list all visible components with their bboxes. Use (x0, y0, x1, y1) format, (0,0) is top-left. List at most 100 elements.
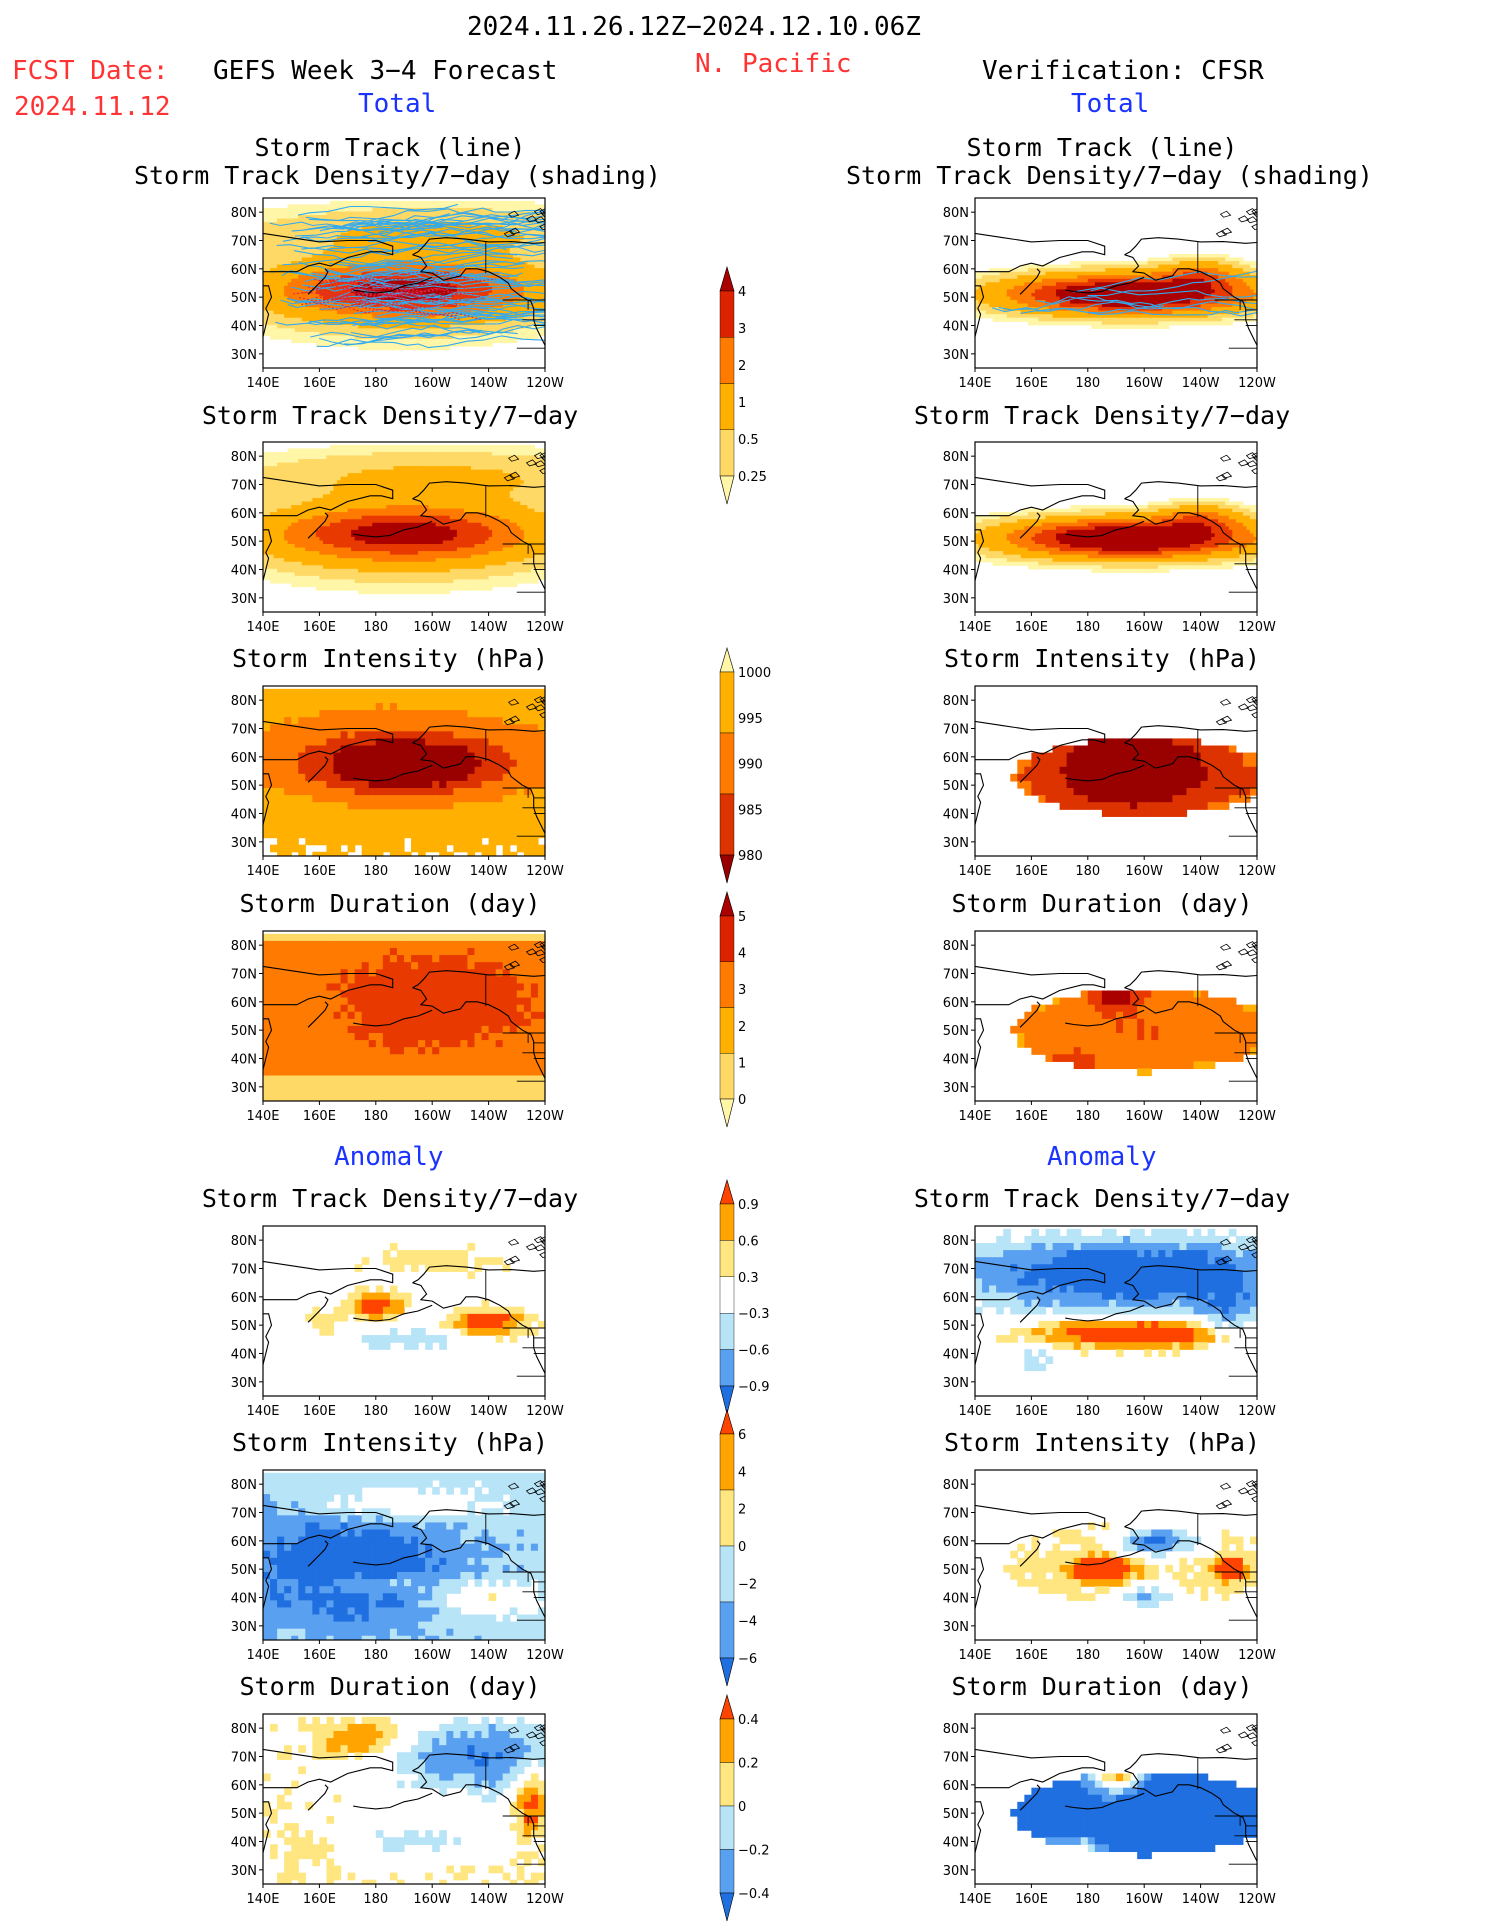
colorbar-tick-label: 0.5 (738, 433, 759, 448)
lat-tick-label: 50N (231, 1563, 257, 1578)
colorbar-tick-label: 2 (738, 1020, 746, 1035)
lat-tick-label: 80N (231, 1478, 257, 1493)
lat-tick-label: 40N (943, 808, 969, 823)
lat-tick-label: 30N (231, 1376, 257, 1391)
lon-tick-label: 140W (470, 1892, 508, 1907)
lat-tick-label: 70N (943, 235, 969, 250)
total-label-right: Total (1071, 91, 1149, 117)
lon-tick-label: 180 (1075, 1892, 1100, 1907)
colorbar-tick-label: 3 (738, 322, 746, 337)
lat-tick-label: 70N (231, 968, 257, 983)
lon-tick-label: 160W (1125, 1109, 1163, 1124)
anomaly-label-left: Anomaly (334, 1144, 444, 1170)
lat-tick-label: 30N (231, 592, 257, 607)
lon-tick-label: 140W (470, 1404, 508, 1419)
lat-tick-label: 60N (943, 507, 969, 522)
lon-tick-label: 140W (1182, 376, 1220, 391)
lat-tick-label: 60N (231, 263, 257, 278)
lat-tick-label: 60N (231, 1779, 257, 1794)
colorbar-tick-label: 4 (738, 947, 746, 962)
lon-tick-label: 120W (526, 620, 564, 635)
lat-tick-label: 30N (943, 1081, 969, 1096)
lon-tick-label: 160W (413, 864, 451, 879)
lon-tick-label: 140W (470, 376, 508, 391)
lat-tick-label: 80N (231, 450, 257, 465)
lat-tick-label: 70N (943, 1507, 969, 1522)
lon-tick-label: 160W (1125, 1404, 1163, 1419)
lat-tick-label: 80N (943, 1478, 969, 1493)
colorbar-tick-label: 4 (738, 285, 746, 300)
lon-tick-label: 160E (1015, 864, 1048, 879)
lat-tick-label: 40N (943, 1348, 969, 1363)
lon-tick-label: 120W (526, 376, 564, 391)
lat-tick-label: 30N (943, 592, 969, 607)
lon-tick-label: 120W (1238, 1109, 1276, 1124)
lat-tick-label: 40N (943, 1836, 969, 1851)
lon-tick-label: 140E (958, 376, 991, 391)
lon-tick-label: 140W (1182, 620, 1220, 635)
lat-tick-label: 80N (231, 939, 257, 954)
lon-tick-label: 140E (958, 1404, 991, 1419)
lon-tick-label: 140W (470, 864, 508, 879)
colorbar-tick-label: 2 (738, 1503, 746, 1518)
lon-tick-label: 160E (303, 376, 336, 391)
colorbar-tick-label: −2 (738, 1577, 757, 1592)
colorbar-tick-label: 4 (738, 1465, 746, 1480)
colorbar-tick-label: 2 (738, 359, 746, 374)
panel-title-track-left: Storm Track (line)Storm Track Density/7−… (134, 134, 646, 189)
lon-tick-label: 140W (470, 620, 508, 635)
lon-tick-label: 120W (1238, 1404, 1276, 1419)
lat-tick-label: 70N (943, 968, 969, 983)
lat-tick-label: 80N (231, 1234, 257, 1249)
lat-tick-label: 40N (231, 1053, 257, 1068)
lon-tick-label: 140E (246, 620, 279, 635)
colorbar-tick-label: 1 (738, 1056, 746, 1071)
lon-tick-label: 180 (363, 1404, 388, 1419)
lat-tick-label: 50N (231, 1024, 257, 1039)
lon-tick-label: 180 (363, 376, 388, 391)
lon-tick-label: 180 (1075, 864, 1100, 879)
colorbar-tick-label: 990 (738, 758, 763, 773)
lat-tick-label: 40N (231, 1348, 257, 1363)
lat-tick-label: 70N (943, 723, 969, 738)
lat-tick-label: 30N (943, 1620, 969, 1635)
lat-tick-label: 50N (943, 1319, 969, 1334)
lon-tick-label: 160E (303, 620, 336, 635)
colorbar-tick-label: −0.2 (738, 1844, 770, 1859)
lon-tick-label: 160W (1125, 864, 1163, 879)
lon-tick-label: 120W (1238, 620, 1276, 635)
lon-tick-label: 180 (1075, 620, 1100, 635)
lon-tick-label: 120W (1238, 864, 1276, 879)
lat-tick-label: 60N (231, 996, 257, 1011)
lat-tick-label: 40N (231, 564, 257, 579)
lat-tick-label: 30N (943, 1376, 969, 1391)
colorbar-tick-label: 0.3 (738, 1271, 759, 1286)
lon-tick-label: 120W (1238, 1648, 1276, 1663)
lon-tick-label: 140E (246, 1109, 279, 1124)
lon-tick-label: 140W (1182, 1648, 1220, 1663)
lat-tick-label: 80N (231, 694, 257, 709)
lat-tick-label: 30N (943, 1864, 969, 1879)
lat-tick-label: 60N (231, 507, 257, 522)
lon-tick-label: 140W (1182, 864, 1220, 879)
panel-title-anom-density-right: Storm Track Density/7−day (846, 1185, 1358, 1213)
colorbar-tick-label: 0 (738, 1093, 746, 1108)
lon-tick-label: 120W (1238, 1892, 1276, 1907)
lon-tick-label: 140E (958, 620, 991, 635)
lat-tick-label: 50N (943, 779, 969, 794)
colorbar-tick-label: 0.25 (738, 470, 767, 485)
